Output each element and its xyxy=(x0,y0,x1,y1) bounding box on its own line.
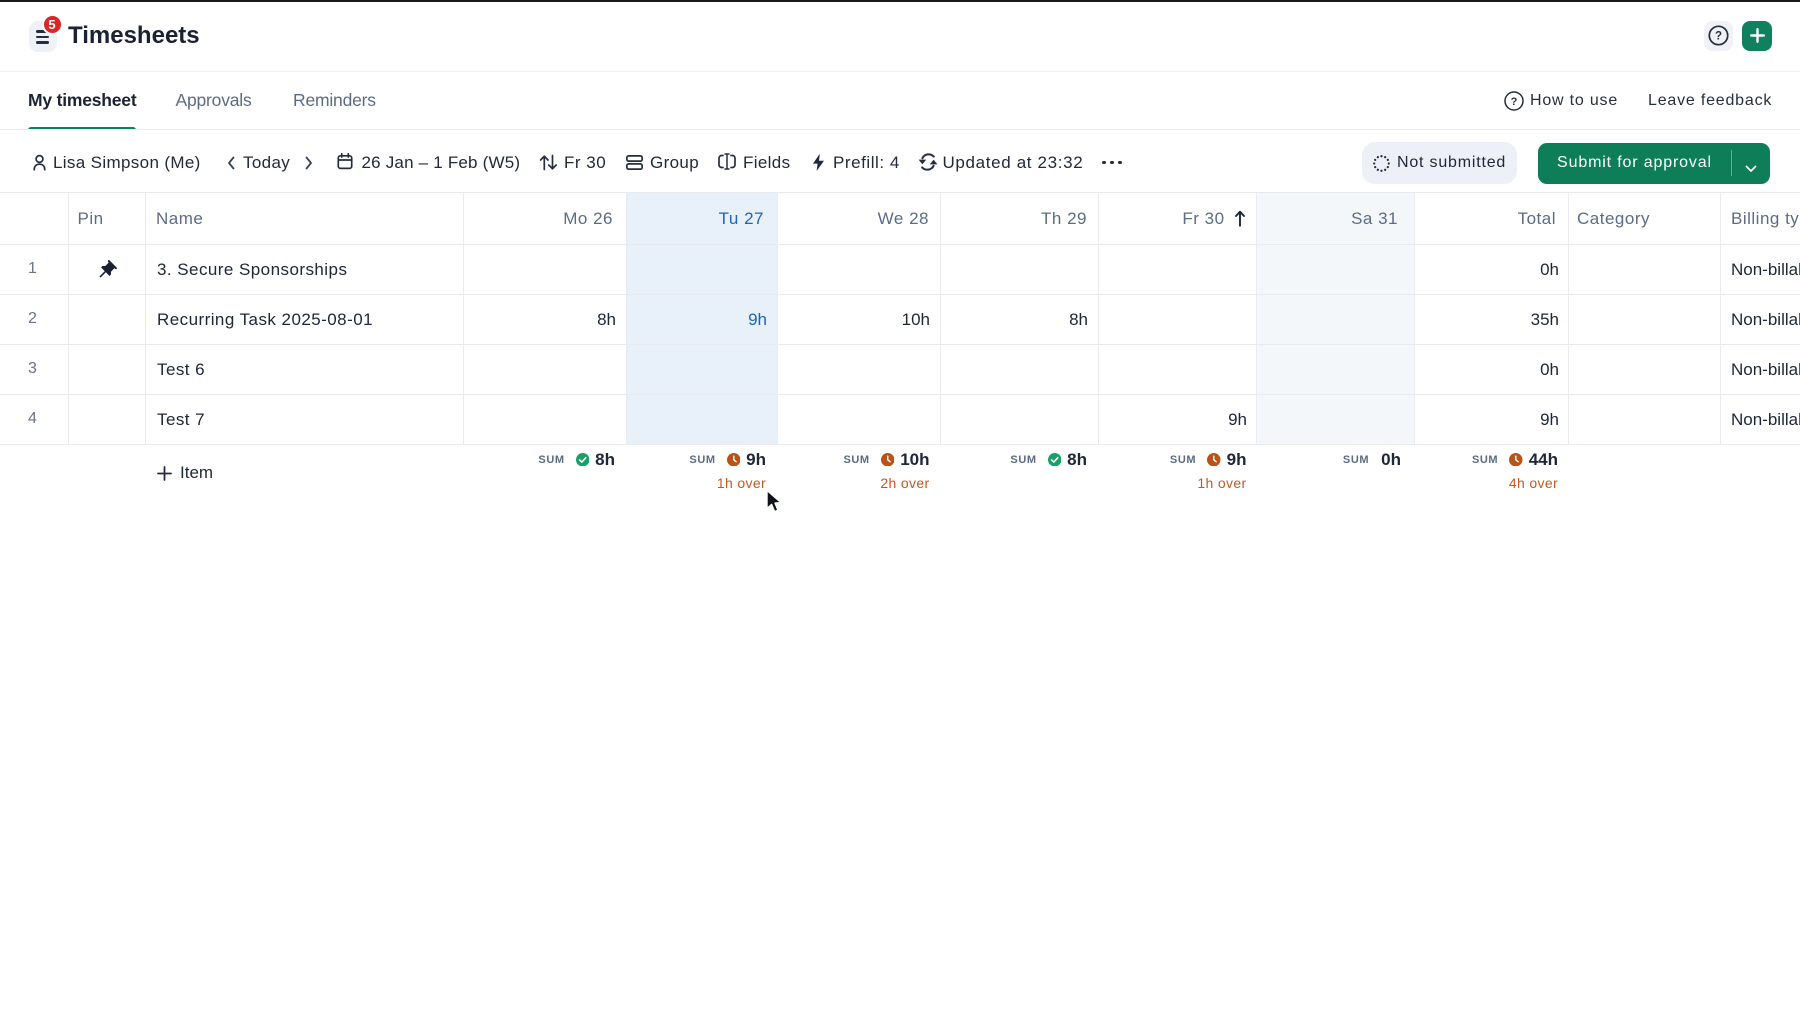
svg-text:?: ? xyxy=(1511,96,1518,108)
svg-text:?: ? xyxy=(1714,31,1721,43)
